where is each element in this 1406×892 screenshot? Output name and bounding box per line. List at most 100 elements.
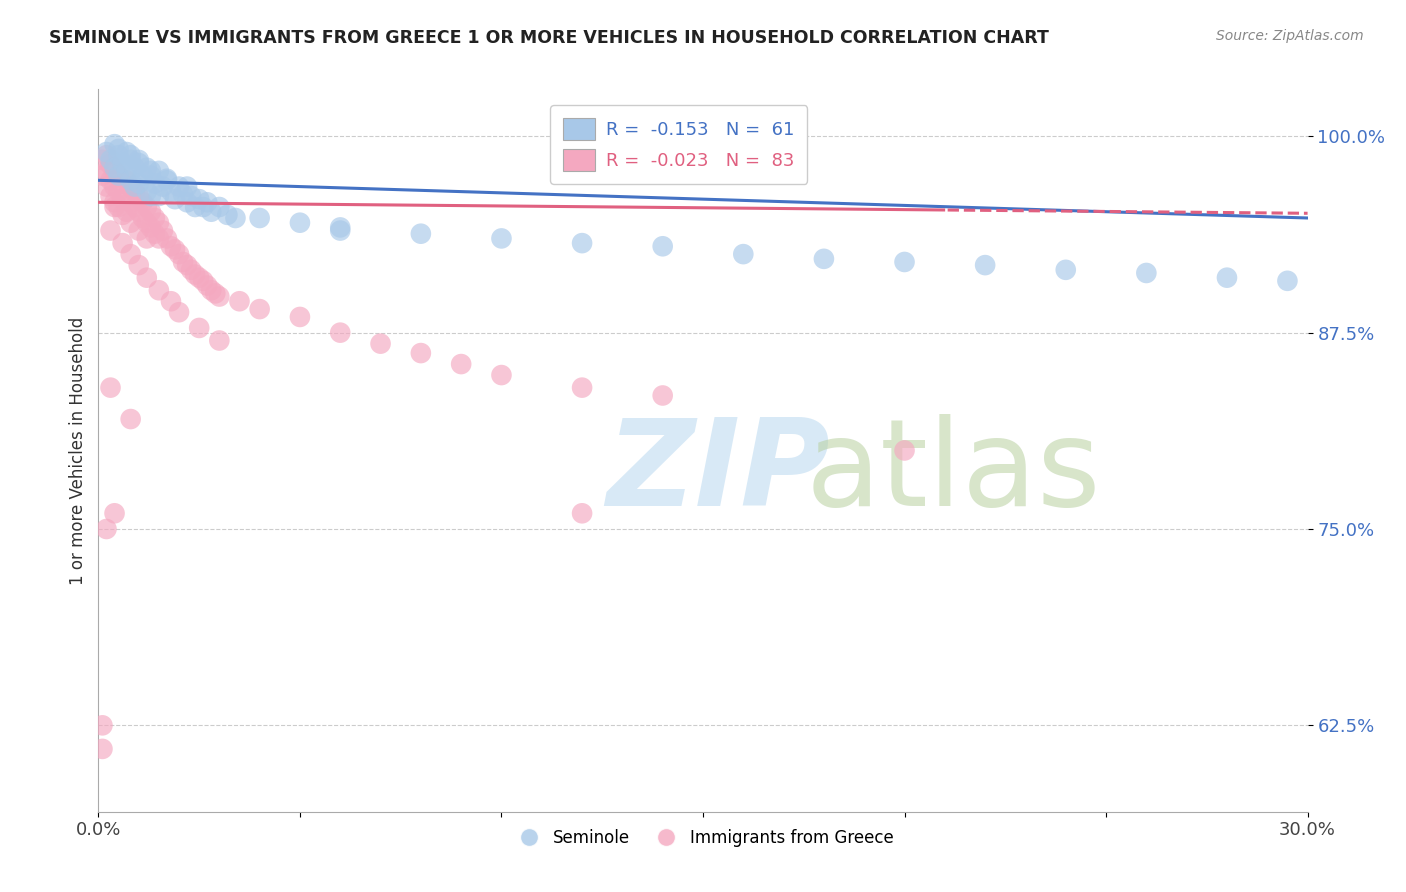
Point	[103, 164, 125, 178]
Point	[120, 153, 142, 167]
Point	[184, 200, 207, 214]
Point	[974, 258, 997, 272]
Point	[100, 223, 122, 237]
Point	[180, 262, 202, 277]
Point	[167, 305, 190, 319]
Point	[103, 179, 125, 194]
Point	[188, 270, 211, 285]
Point	[111, 177, 134, 191]
Point	[128, 223, 150, 237]
Point	[100, 158, 122, 172]
Point	[128, 189, 150, 203]
Point	[107, 148, 129, 162]
Point	[124, 184, 146, 198]
Point	[651, 388, 673, 402]
Point	[107, 142, 129, 156]
Point	[156, 171, 179, 186]
Point	[163, 243, 186, 257]
Point	[160, 184, 183, 198]
Point	[96, 522, 118, 536]
Point	[571, 506, 593, 520]
Point	[135, 270, 157, 285]
Point	[1216, 270, 1239, 285]
Point	[107, 169, 129, 183]
Point	[172, 187, 194, 202]
Point	[107, 169, 129, 183]
Point	[107, 184, 129, 198]
Point	[100, 189, 122, 203]
Point	[176, 195, 198, 210]
Point	[135, 161, 157, 175]
Point	[184, 268, 207, 282]
Point	[195, 278, 218, 293]
Point	[228, 294, 250, 309]
Point	[91, 718, 114, 732]
Point	[148, 231, 170, 245]
Point	[135, 231, 157, 245]
Point	[148, 164, 170, 178]
Point	[176, 258, 198, 272]
Point	[100, 381, 122, 395]
Point	[167, 179, 190, 194]
Point	[103, 161, 125, 175]
Point	[491, 231, 513, 245]
Point	[124, 200, 146, 214]
Point	[813, 252, 835, 266]
Point	[143, 211, 166, 225]
Point	[167, 247, 190, 261]
Point	[128, 153, 150, 167]
Point	[1054, 262, 1077, 277]
Point	[107, 200, 129, 214]
Point	[128, 204, 150, 219]
Point	[111, 208, 134, 222]
Point	[120, 195, 142, 210]
Point	[249, 211, 271, 225]
Point	[115, 173, 138, 187]
Point	[139, 189, 162, 203]
Point	[139, 164, 162, 178]
Point	[163, 192, 186, 206]
Point	[1135, 266, 1157, 280]
Point	[172, 255, 194, 269]
Point	[409, 227, 432, 241]
Point	[208, 289, 231, 303]
Point	[249, 302, 271, 317]
Point	[160, 294, 183, 309]
Point	[188, 321, 211, 335]
Point	[188, 192, 211, 206]
Point	[135, 216, 157, 230]
Point	[224, 211, 246, 225]
Point	[329, 220, 352, 235]
Point	[148, 189, 170, 203]
Point	[132, 169, 155, 183]
Point	[96, 148, 118, 162]
Point	[288, 310, 311, 324]
Point	[143, 227, 166, 241]
Point	[91, 742, 114, 756]
Point	[103, 195, 125, 210]
Point	[204, 286, 226, 301]
Point	[409, 346, 432, 360]
Point	[148, 216, 170, 230]
Point	[139, 220, 162, 235]
Point	[217, 208, 239, 222]
Point	[124, 161, 146, 175]
Text: atlas: atlas	[806, 414, 1101, 531]
Point	[111, 192, 134, 206]
Point	[91, 169, 114, 183]
Point	[100, 153, 122, 167]
Point	[200, 204, 222, 219]
Point	[100, 173, 122, 187]
Point	[733, 247, 755, 261]
Point	[370, 336, 392, 351]
Point	[135, 200, 157, 214]
Point	[491, 368, 513, 382]
Point	[571, 381, 593, 395]
Point	[103, 200, 125, 214]
Point	[103, 506, 125, 520]
Point	[139, 204, 162, 219]
Point	[176, 179, 198, 194]
Point	[156, 173, 179, 187]
Point	[96, 179, 118, 194]
Point	[120, 148, 142, 162]
